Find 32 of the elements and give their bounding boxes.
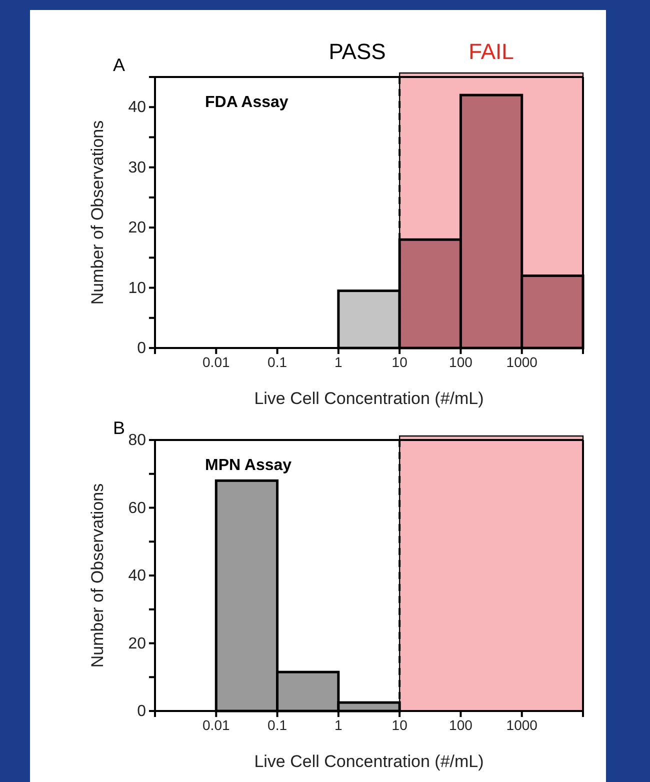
x-tick-label: 0.1 — [268, 354, 288, 370]
x-tick-label: 100 — [449, 716, 473, 733]
text: MPN Assay — [205, 457, 292, 474]
band-label: FAIL — [468, 39, 514, 64]
y-tick-label: 20 — [128, 220, 146, 237]
text: FDA Assay — [205, 94, 288, 111]
y-tick-label: 40 — [128, 568, 146, 585]
x-tick-label: 1 — [334, 354, 343, 370]
y-axis-title: Number of Observations — [88, 120, 107, 305]
x-tick-label: 100 — [449, 354, 473, 370]
x-tick-label: 0.01 — [202, 354, 230, 370]
text: PASS — [328, 39, 386, 64]
y-tick-label: 0 — [137, 340, 146, 358]
y-axis-title: Number of Observations — [88, 483, 107, 668]
x-tick-label: 0.1 — [268, 716, 288, 733]
y-tick-label: 10 — [128, 280, 146, 297]
y-tick-label: 0 — [137, 703, 146, 720]
text: A — [113, 55, 126, 75]
y-tick-label: 60 — [128, 500, 146, 517]
x-tick-label: 1 — [334, 716, 343, 733]
y-tick-label: 80 — [128, 432, 146, 450]
x-axis-title: Live Cell Concentration (#/mL) — [254, 389, 484, 408]
y-tick-label: 30 — [128, 159, 146, 176]
x-tick-label: 1000 — [506, 716, 538, 733]
x-tick-label: 0.01 — [202, 716, 230, 733]
y-tick-label: 20 — [128, 635, 146, 652]
x-axis-title: Live Cell Concentration (#/mL) — [254, 752, 484, 771]
x-tick-label: 1000 — [506, 354, 538, 370]
x-tick-label: 10 — [392, 354, 408, 370]
y-tick-label: 40 — [128, 99, 146, 116]
text: B — [113, 418, 126, 438]
x-tick-label: 10 — [392, 716, 408, 733]
